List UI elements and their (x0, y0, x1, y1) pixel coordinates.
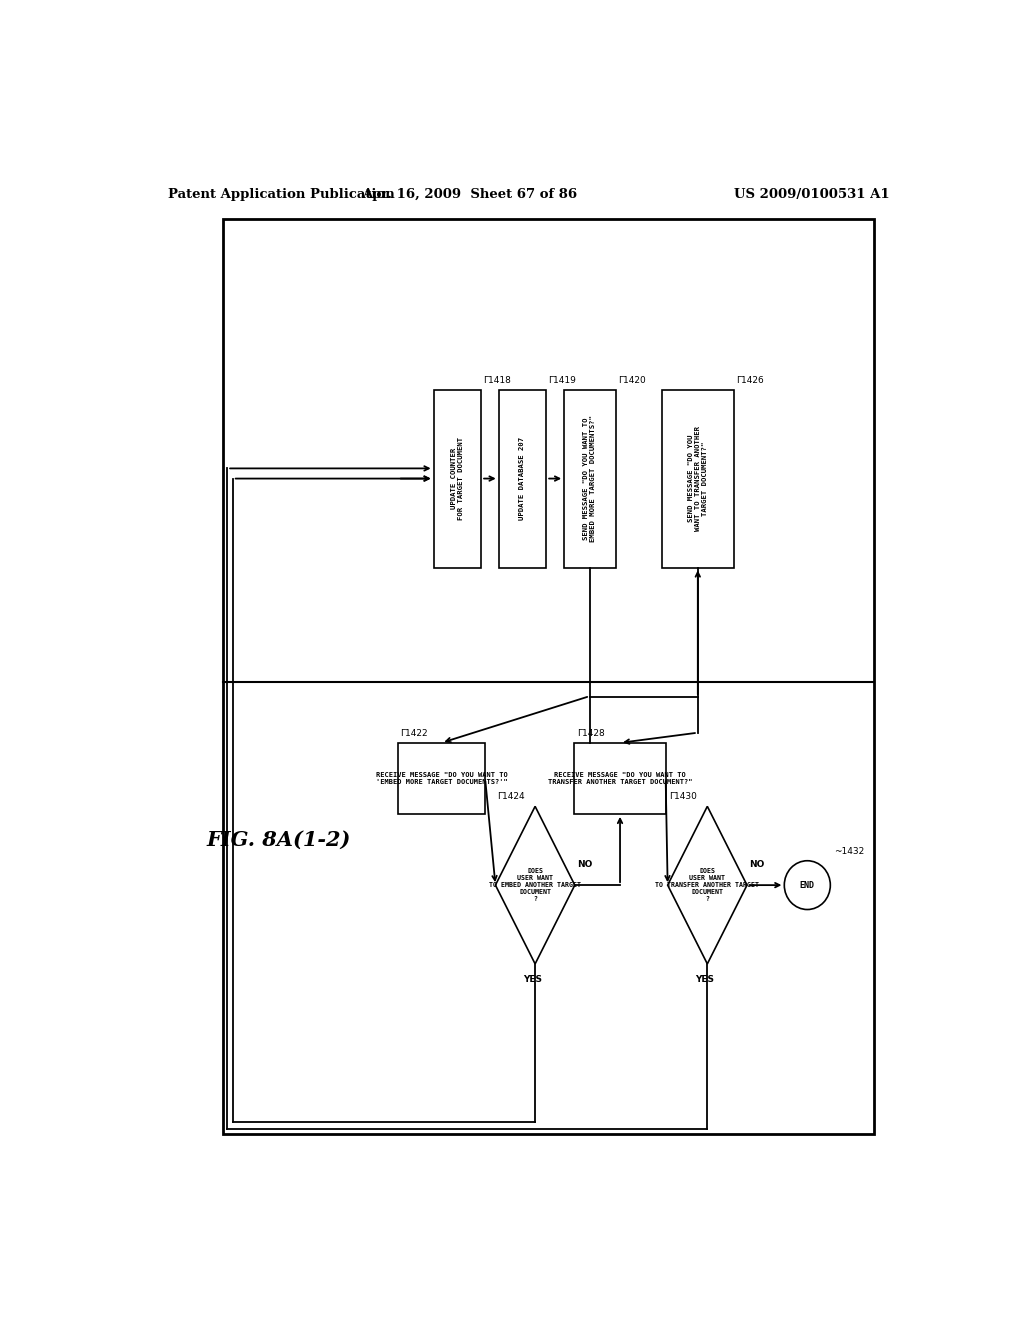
Polygon shape (496, 807, 574, 964)
Text: Γ1424: Γ1424 (497, 792, 524, 801)
Text: YES: YES (695, 975, 715, 985)
Text: FIG. 8A(1-2): FIG. 8A(1-2) (207, 829, 351, 849)
Text: DOES
USER WANT
TO EMBED ANOTHER TARGET
DOCUMENT
?: DOES USER WANT TO EMBED ANOTHER TARGET D… (489, 869, 581, 902)
Text: Apr. 16, 2009  Sheet 67 of 86: Apr. 16, 2009 Sheet 67 of 86 (361, 189, 577, 202)
Text: SEND MESSAGE "DO YOU
WANT TO TRANSFER ANOTHER
TARGET DOCUMENT?": SEND MESSAGE "DO YOU WANT TO TRANSFER AN… (688, 426, 708, 531)
Bar (499, 389, 546, 568)
Bar (223, 219, 873, 1134)
Text: YES: YES (523, 975, 543, 985)
Bar (663, 389, 733, 568)
Text: Γ1422: Γ1422 (400, 729, 428, 738)
Text: Γ1418: Γ1418 (483, 376, 511, 384)
Text: Γ1430: Γ1430 (670, 792, 697, 801)
Text: RECEIVE MESSAGE "DO YOU WANT TO
TRANSFER ANOTHER TARGET DOCUMENT?": RECEIVE MESSAGE "DO YOU WANT TO TRANSFER… (548, 772, 692, 785)
Bar (397, 743, 485, 814)
Text: US 2009/0100531 A1: US 2009/0100531 A1 (734, 189, 890, 202)
Bar (574, 743, 666, 814)
Text: Γ1419: Γ1419 (549, 376, 577, 384)
Bar (433, 389, 481, 568)
Text: END: END (800, 880, 815, 890)
Text: SEND MESSAGE "DO YOU WANT TO
EMBED MORE TARGET DOCUMENTS?": SEND MESSAGE "DO YOU WANT TO EMBED MORE … (584, 414, 596, 543)
Text: NO: NO (578, 859, 593, 869)
Text: DOES
USER WANT
TO TRANSFER ANOTHER TARGET
DOCUMENT
?: DOES USER WANT TO TRANSFER ANOTHER TARGE… (655, 869, 760, 902)
Text: Γ1428: Γ1428 (577, 729, 604, 738)
Text: ~1432: ~1432 (835, 846, 864, 855)
Text: NO: NO (750, 859, 765, 869)
Text: Γ1426: Γ1426 (736, 376, 764, 384)
Text: UPDATE DATABASE 207: UPDATE DATABASE 207 (519, 437, 525, 520)
Polygon shape (668, 807, 748, 964)
Text: Γ1420: Γ1420 (618, 376, 646, 384)
Text: RECEIVE MESSAGE "DO YOU WANT TO
'EMBED MORE TARGET DOCUMENTS?'": RECEIVE MESSAGE "DO YOU WANT TO 'EMBED M… (376, 772, 507, 785)
Ellipse shape (784, 861, 830, 909)
Bar (564, 389, 615, 568)
Text: Patent Application Publication: Patent Application Publication (168, 189, 394, 202)
Text: UPDATE COUNTER
FOR TARGET DOCUMENT: UPDATE COUNTER FOR TARGET DOCUMENT (451, 437, 464, 520)
